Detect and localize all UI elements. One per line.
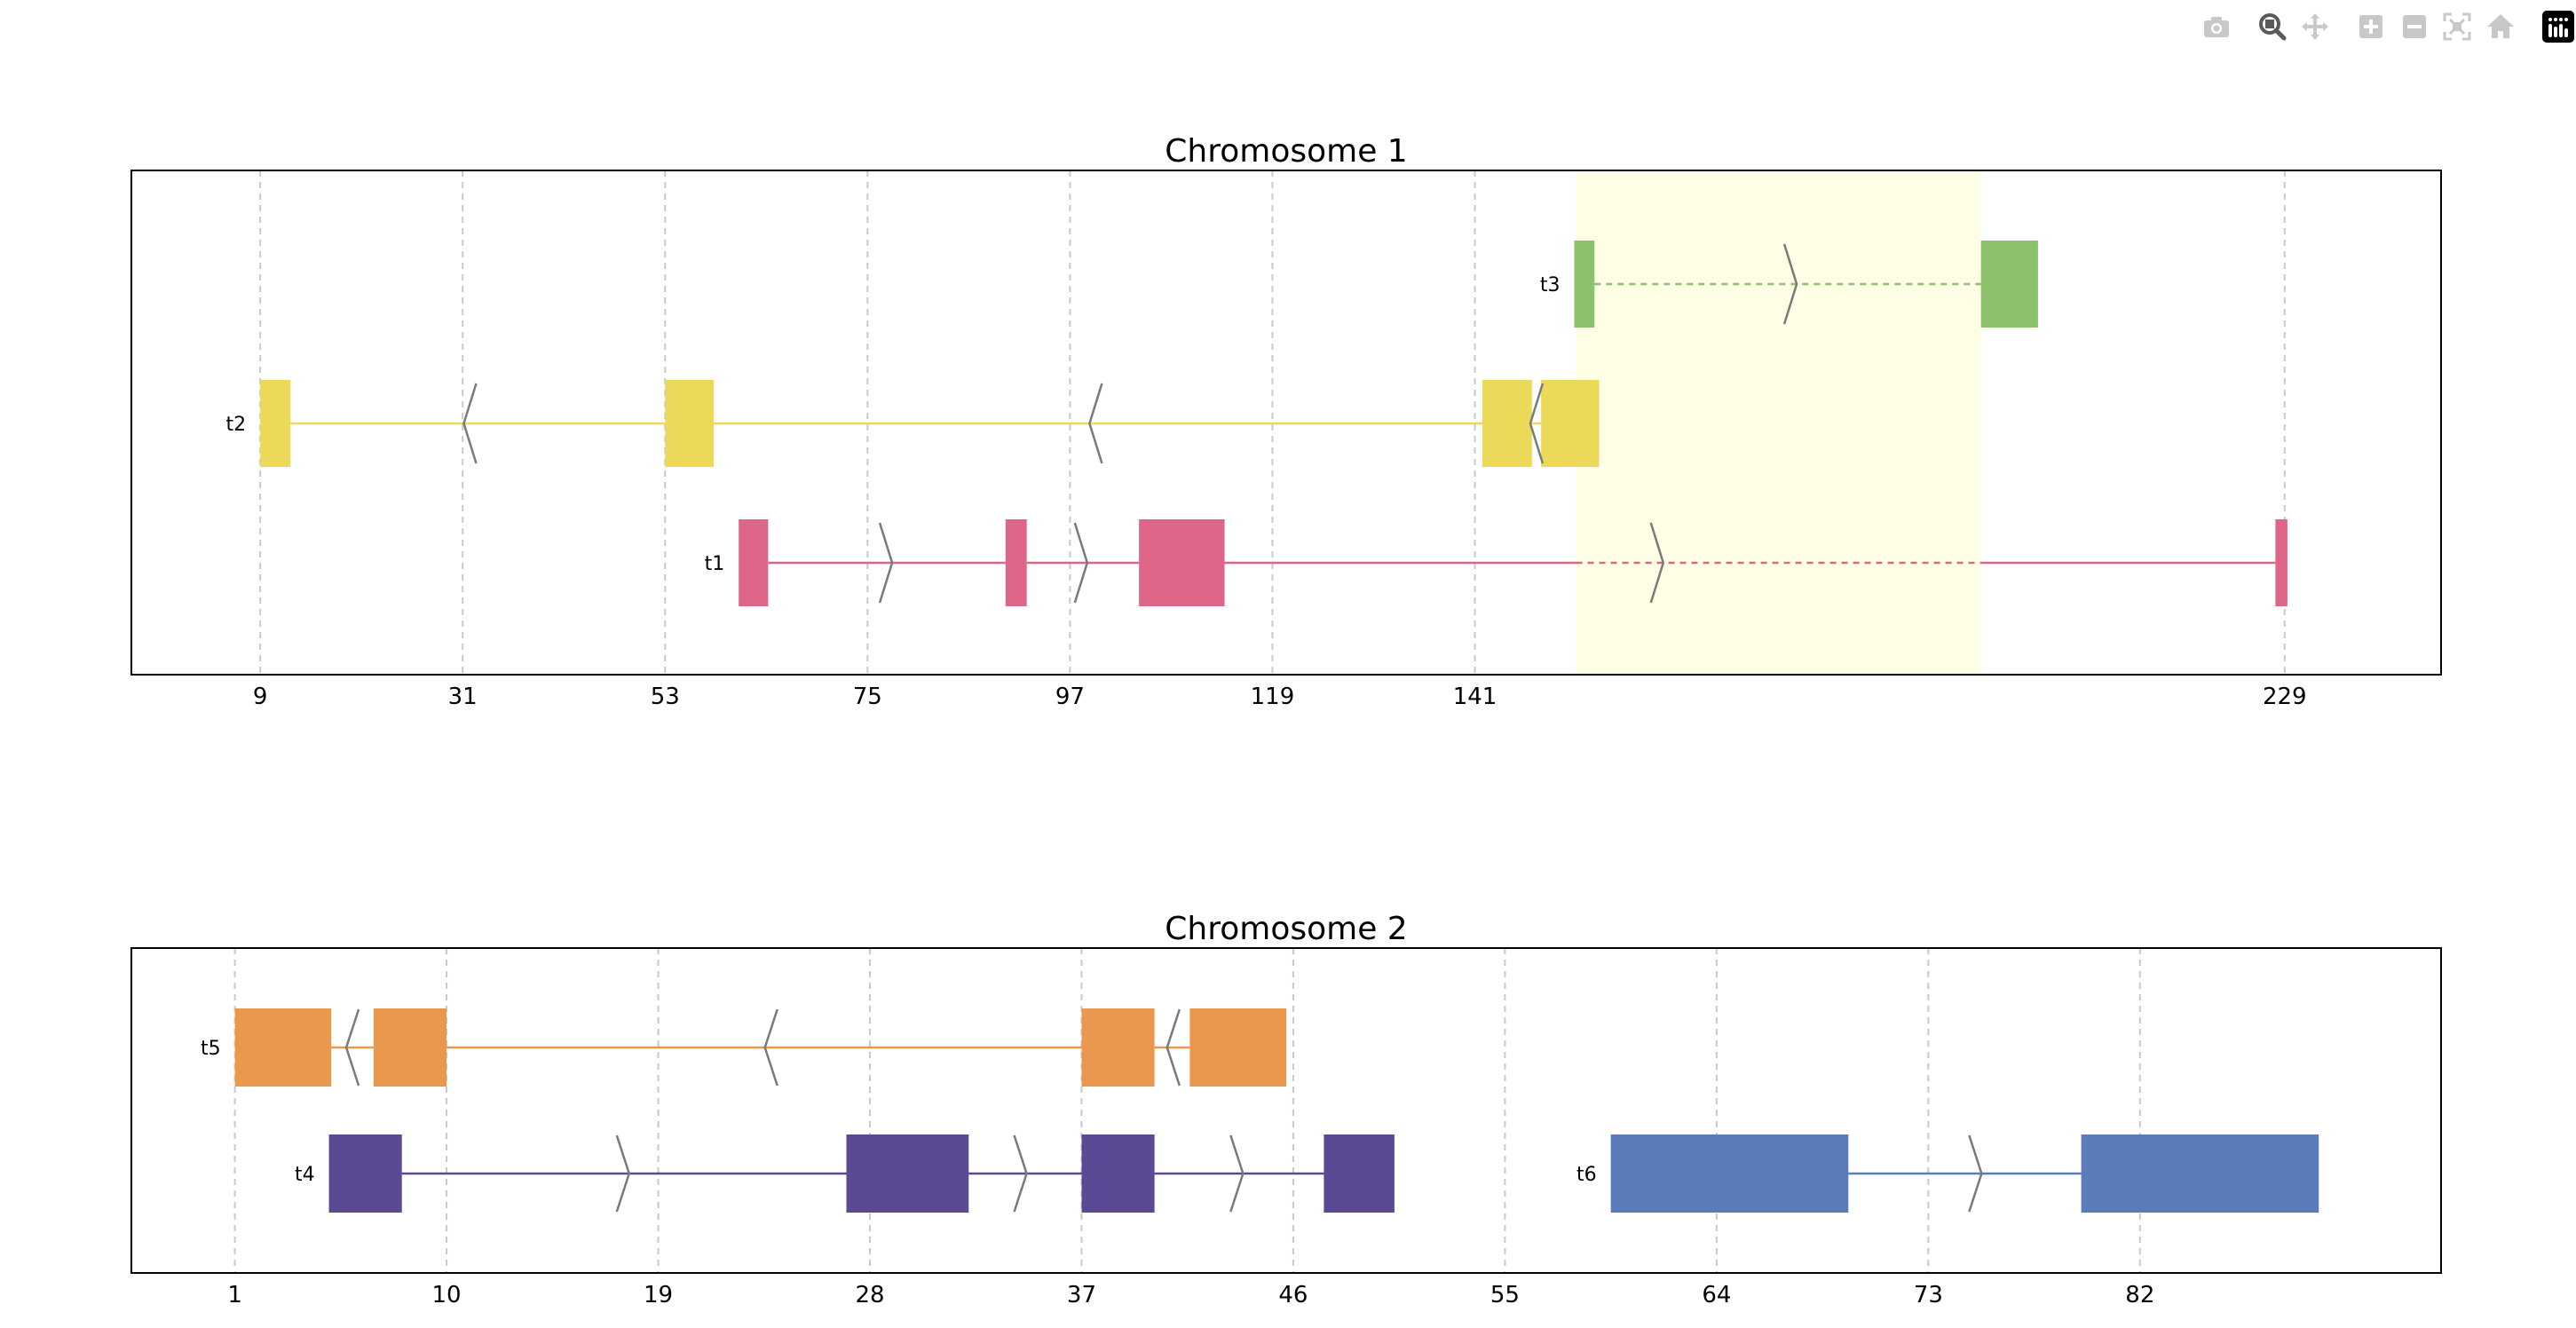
- strand-arrow: [1782, 243, 1798, 325]
- pan-button[interactable]: [2297, 9, 2333, 44]
- plotly-logo-icon: [2542, 11, 2574, 43]
- zoom-button[interactable]: [2255, 9, 2290, 44]
- x-tick-label: 82: [2125, 1282, 2154, 1308]
- transcript-t6: t6: [1576, 1134, 2319, 1213]
- chart-title: Chromosome 2: [1165, 911, 1407, 947]
- x-tick-label: 55: [1490, 1282, 1520, 1308]
- exon-block[interactable]: [846, 1134, 969, 1213]
- x-tick-label: 119: [1251, 684, 1295, 710]
- chart-panel-1: t3 t2 t1 9 31 53 75 97 119 141 229 Chromosome 1: [130, 133, 2442, 710]
- zoom-out-button[interactable]: [2397, 9, 2432, 44]
- x-tick-label: 141: [1453, 684, 1497, 710]
- strand-arrow: [1166, 1008, 1181, 1087]
- x-tick-label: 19: [644, 1282, 673, 1308]
- exon-block[interactable]: [739, 519, 769, 606]
- transcript-label: t4: [295, 1164, 315, 1186]
- x-tick-label: 9: [253, 684, 268, 710]
- plot-frame: [130, 947, 2442, 1274]
- plotly-logo-button[interactable]: [2540, 9, 2576, 44]
- exon-block[interactable]: [1980, 241, 2038, 328]
- camera-button[interactable]: [2199, 9, 2234, 44]
- transcript-t4: t4: [295, 1134, 1395, 1213]
- exon-block[interactable]: [1005, 519, 1027, 606]
- zoom-icon: [2259, 13, 2287, 41]
- x-tick-label: 64: [1702, 1282, 1731, 1308]
- exon-block[interactable]: [1482, 380, 1532, 467]
- strand-arrow: [1649, 522, 1665, 604]
- x-tick-label: 31: [448, 684, 478, 710]
- x-tick-label: 97: [1055, 684, 1085, 710]
- x-tick-label: 229: [2263, 684, 2307, 710]
- strand-arrow: [615, 1134, 631, 1213]
- exon-block[interactable]: [260, 380, 291, 467]
- exon-block[interactable]: [1139, 519, 1225, 606]
- highlight-region: [1576, 170, 1981, 675]
- transcript-label: t1: [705, 553, 725, 575]
- autoscale-icon: [2443, 12, 2471, 41]
- chart-title: Chromosome 1: [1165, 133, 1407, 170]
- camera-icon: [2204, 17, 2229, 37]
- zoom-in-button[interactable]: [2353, 9, 2389, 44]
- exon-block[interactable]: [1541, 380, 1600, 467]
- x-tick-label: 46: [1278, 1282, 1308, 1308]
- exon-block[interactable]: [373, 1008, 447, 1087]
- strand-arrow: [1968, 1134, 1983, 1213]
- exon-block[interactable]: [665, 380, 715, 467]
- transcript-label: t6: [1576, 1164, 1597, 1186]
- x-tick-label: 73: [1914, 1282, 1943, 1308]
- x-tick-label: 53: [651, 684, 680, 710]
- autoscale-button[interactable]: [2439, 9, 2475, 44]
- exon-block[interactable]: [1189, 1008, 1286, 1087]
- transcript-t1: t1: [705, 519, 2288, 606]
- exon-block[interactable]: [234, 1008, 332, 1087]
- zoom-out-icon: [2403, 15, 2426, 38]
- strand-arrow: [1229, 1134, 1245, 1213]
- x-tick-label: 37: [1067, 1282, 1096, 1308]
- exon-block[interactable]: [1081, 1008, 1155, 1087]
- reset-axes-icon: [2487, 14, 2514, 38]
- exon-block[interactable]: [2275, 519, 2288, 606]
- exon-block[interactable]: [1081, 1134, 1155, 1213]
- strand-arrow: [462, 383, 478, 464]
- strand-arrow: [344, 1008, 360, 1087]
- exon-block[interactable]: [1574, 241, 1595, 328]
- transcript-label: t3: [1540, 274, 1561, 296]
- exon-block[interactable]: [2081, 1134, 2319, 1213]
- chart-panel-2: t5 t4 t6 1 10 19 28 37 46 55 64 73 82 Chromosome 2: [130, 911, 2442, 1308]
- strand-arrow: [1013, 1134, 1028, 1213]
- dashed-mask: [1594, 281, 1981, 287]
- x-tick-label: 10: [432, 1282, 462, 1308]
- zoom-in-icon: [2359, 15, 2382, 38]
- reset-axes-button[interactable]: [2483, 9, 2518, 44]
- exon-block[interactable]: [328, 1134, 402, 1213]
- strand-arrow: [1088, 383, 1103, 464]
- transcript-label: t2: [226, 414, 247, 436]
- exon-block[interactable]: [1610, 1134, 1849, 1213]
- strand-arrow: [1529, 383, 1545, 464]
- transcript-label: t5: [201, 1038, 221, 1060]
- x-tick-label: 75: [853, 684, 882, 710]
- plot-frame: [130, 170, 2442, 676]
- strand-arrow: [1073, 522, 1089, 604]
- transcript-t5: t5: [201, 1008, 1286, 1087]
- x-tick-label: 28: [855, 1282, 884, 1308]
- strand-arrow: [878, 522, 894, 604]
- x-tick-label: 1: [227, 1282, 242, 1308]
- pan-icon: [2302, 13, 2328, 40]
- transcript-t2: t2: [226, 380, 1600, 467]
- exon-block[interactable]: [1324, 1134, 1395, 1213]
- dashed-mask: [1576, 560, 1981, 565]
- strand-arrow: [763, 1008, 778, 1087]
- transcript-t3: t3: [1540, 241, 2038, 328]
